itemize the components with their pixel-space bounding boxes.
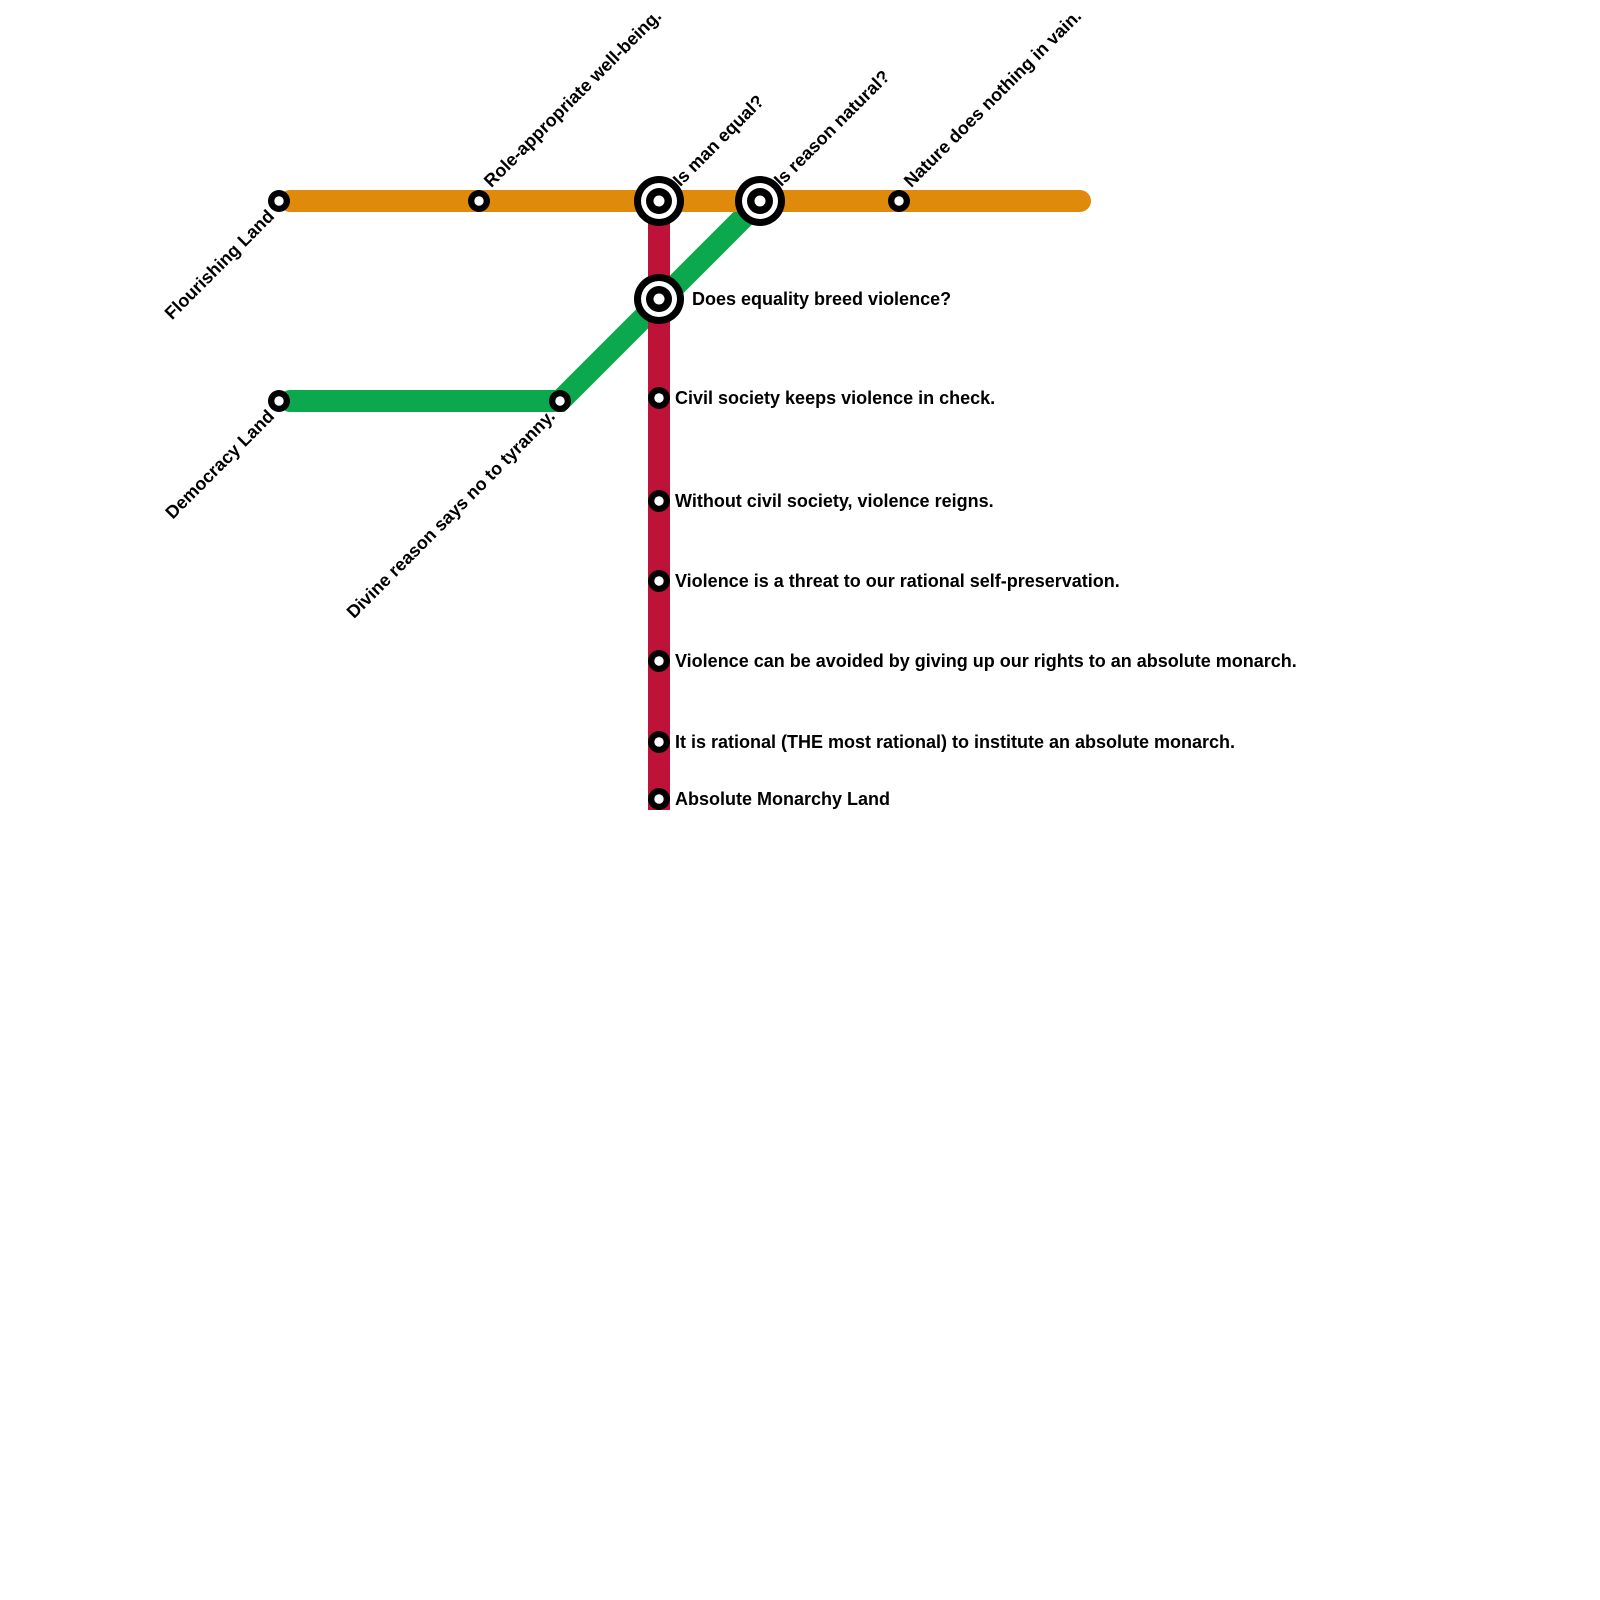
station-center: [654, 496, 664, 506]
station-label-absolute-monarchy-land: Absolute Monarchy Land: [675, 789, 891, 809]
station-marker-flourishing-land: [268, 190, 290, 212]
station-center: [653, 195, 665, 207]
station-label-violence-can-be-avoided-by-giving-up-our-rights-to-an-absolute-monarch: Violence can be avoided by giving up our…: [675, 651, 1297, 671]
station-center: [654, 656, 664, 666]
station-marker-violence-is-a-threat-to-our-rational-self-preservation: [648, 570, 670, 592]
station-center: [274, 196, 284, 206]
station-center: [894, 196, 904, 206]
station-marker-violence-can-be-avoided-by-giving-up-our-rights-to-an-absolute-monarch: [648, 650, 670, 672]
station-marker-role-appropriate-well-being: [468, 190, 490, 212]
station-marker-does-equality-breed-violence: [634, 274, 684, 324]
station-label-civil-society-keeps-violence-in-check: Civil society keeps violence in check.: [675, 388, 996, 408]
station-center: [654, 393, 664, 403]
station-label-role-appropriate-well-being: Role-appropriate well-being.: [479, 5, 666, 192]
station-label-flourishing-land: Flourishing Land: [160, 205, 279, 324]
station-center: [474, 196, 484, 206]
station-center: [654, 576, 664, 586]
station-label-violence-is-a-threat-to-our-rational-self-preservation: Violence is a threat to our rational sel…: [675, 571, 1120, 591]
station-marker-is-man-equal: [634, 176, 684, 226]
station-marker-democracy-land: [268, 390, 290, 412]
station-label-is-reason-natural: Is reason natural?: [769, 66, 894, 191]
station-marker-is-reason-natural: [735, 176, 785, 226]
station-marker-it-is-rational-the-most-rational-to-institute-an-absolute-monarch: [648, 731, 670, 753]
station-center: [555, 396, 565, 406]
station-center: [653, 293, 665, 305]
station-marker-civil-society-keeps-violence-in-check: [648, 387, 670, 409]
station-label-is-man-equal: Is man equal?: [668, 91, 768, 191]
station-marker-divine-reason-says-no-to-tyranny: [549, 390, 571, 412]
station-label-it-is-rational-the-most-rational-to-institute-an-absolute-monarch: It is rational (THE most rational) to in…: [675, 732, 1236, 752]
station-center: [654, 794, 664, 804]
station-center: [654, 737, 664, 747]
station-label-nature-does-nothing-in-vain: Nature does nothing in vain.: [899, 5, 1086, 192]
station-center: [274, 396, 284, 406]
station-label-divine-reason-says-no-to-tyranny: Divine reason says no to tyranny.: [342, 405, 560, 623]
station-label-does-equality-breed-violence: Does equality breed violence?: [692, 289, 952, 309]
station-label-without-civil-society-violence-reigns: Without civil society, violence reigns.: [675, 491, 994, 511]
station-marker-absolute-monarchy-land: [648, 788, 670, 810]
station-marker-nature-does-nothing-in-vain: [888, 190, 910, 212]
station-label-democracy-land: Democracy Land: [161, 405, 279, 523]
station-center: [754, 195, 766, 207]
station-marker-without-civil-society-violence-reigns: [648, 490, 670, 512]
